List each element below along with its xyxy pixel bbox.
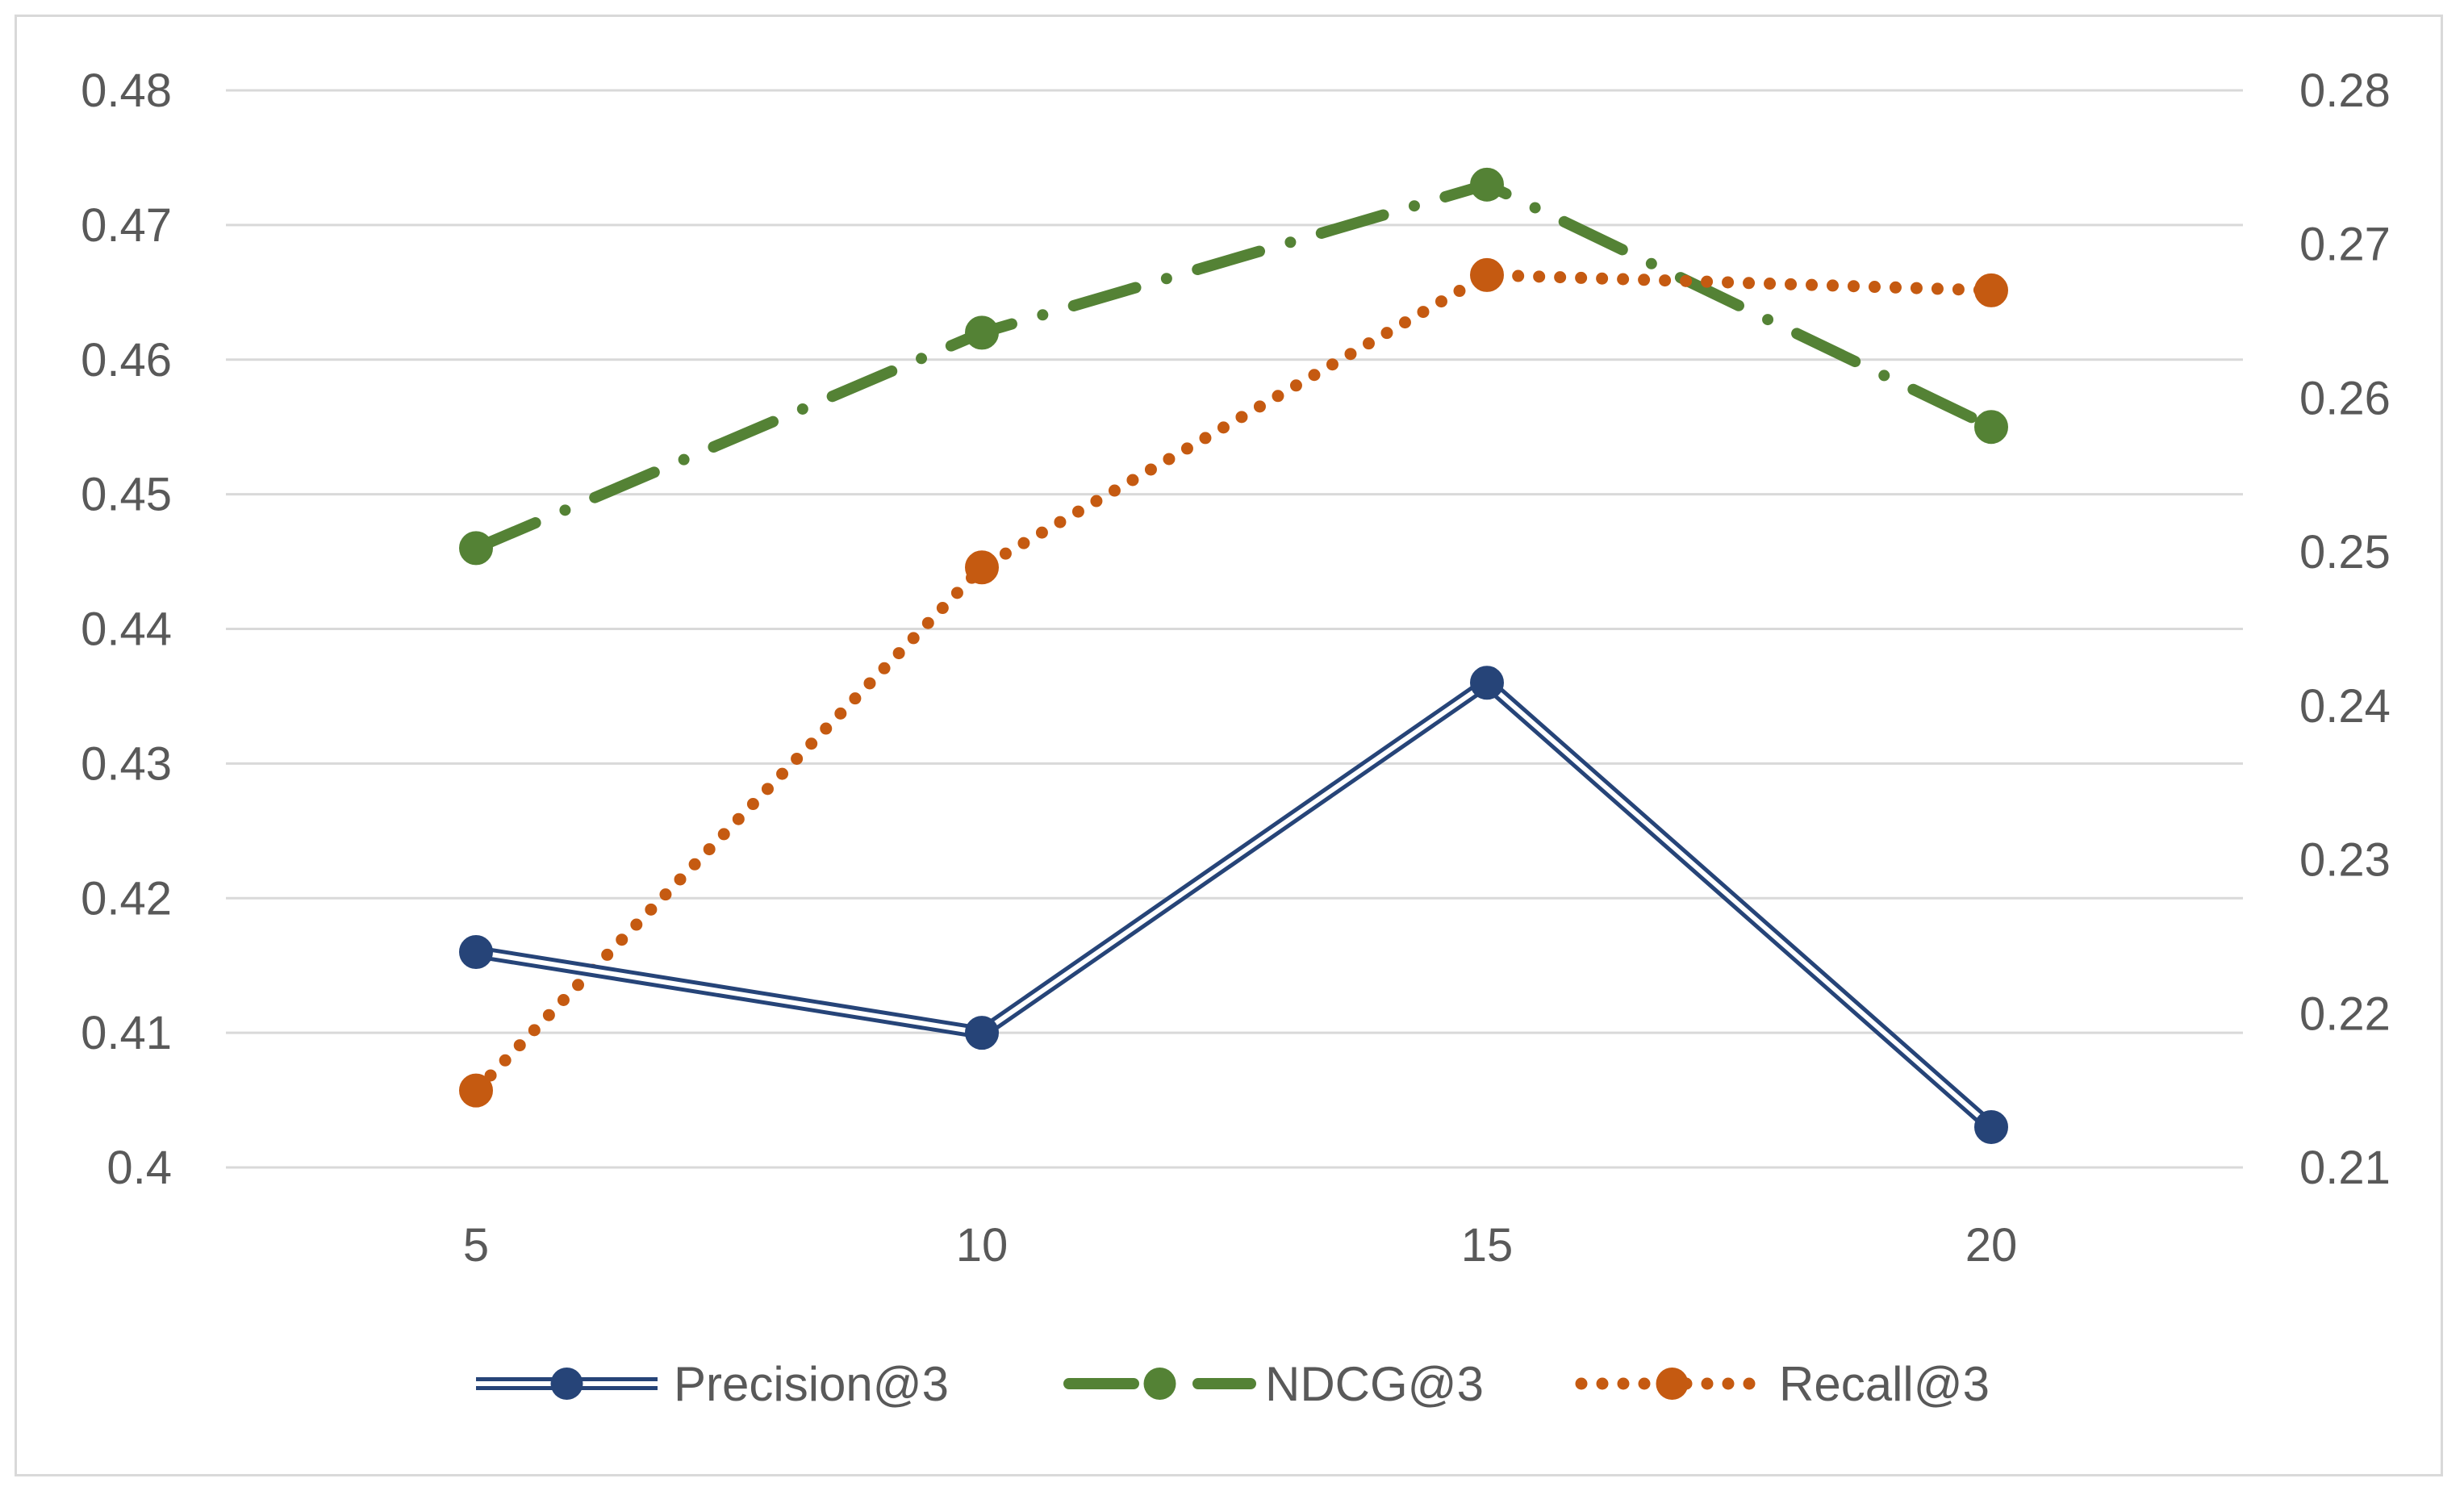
right-tick-label: 0.25 [2299,526,2391,578]
x-tick-label: 20 [1965,1219,2018,1272]
legend-entry-ndcg-at-3: NDCG@3 [1063,1357,1484,1411]
right-tick-label: 0.23 [2299,834,2391,887]
legend-label: NDCG@3 [1265,1357,1484,1411]
data-point [459,1073,493,1108]
data-point [1974,410,2008,445]
left-tick-label: 0.46 [81,334,172,386]
left-tick-label: 0.41 [81,1007,172,1059]
data-point [459,935,493,969]
data-point [1470,666,1504,700]
series-line-outer [474,674,1996,1132]
data-point [459,531,493,566]
data-point [1974,1109,2008,1144]
data-point [1470,257,1504,292]
left-tick-label: 0.42 [81,872,172,925]
legend: Precision@3 NDCG@3 Recall@3 [476,1357,1990,1411]
legend-label: Recall@3 [1779,1357,1990,1411]
right-axis-ticks: 0.21 0.22 0.23 0.24 0.25 0.26 0.27 0.28 [2299,65,2391,1194]
x-axis-ticks: 5 10 15 20 [463,1219,2017,1272]
series-line [470,178,1997,554]
series-precision-at-3 [459,666,2008,1144]
legend-entry-recall-at-3: Recall@3 [1575,1357,1990,1411]
legend-entry-precision-at-3: Precision@3 [476,1357,949,1411]
series-recall-at-3 [459,257,2008,1108]
left-tick-label: 0.47 [81,199,172,252]
right-tick-label: 0.28 [2299,65,2391,117]
grid-lines [226,89,2243,1169]
data-point [965,550,999,585]
left-tick-label: 0.48 [81,65,172,117]
data-point [965,315,999,350]
data-point [1470,167,1504,202]
series-layer [459,167,2008,1144]
right-tick-label: 0.21 [2299,1142,2391,1194]
data-point [1974,273,2008,307]
series-line-inner [475,679,1993,1130]
left-tick-label: 0.4 [106,1142,172,1194]
right-tick-label: 0.26 [2299,372,2391,424]
right-tick-label: 0.22 [2299,988,2391,1040]
x-tick-label: 10 [956,1219,1009,1272]
legend-label: Precision@3 [674,1357,949,1411]
series-line [470,269,1998,1097]
left-tick-label: 0.44 [81,603,172,656]
right-tick-label: 0.27 [2299,219,2391,271]
x-tick-label: 5 [463,1219,489,1272]
x-tick-label: 15 [1461,1219,1514,1272]
right-tick-label: 0.24 [2299,680,2391,733]
left-tick-label: 0.43 [81,737,172,790]
data-point [965,1016,999,1050]
legend-marker [1656,1368,1689,1400]
series-ndcg-at-3 [459,167,2008,566]
legend-marker [550,1368,583,1400]
left-axis-ticks: 0.4 0.41 0.42 0.43 0.44 0.45 0.46 0.47 0.48 [81,65,172,1194]
legend-marker [1143,1368,1176,1400]
left-tick-label: 0.45 [81,469,172,521]
